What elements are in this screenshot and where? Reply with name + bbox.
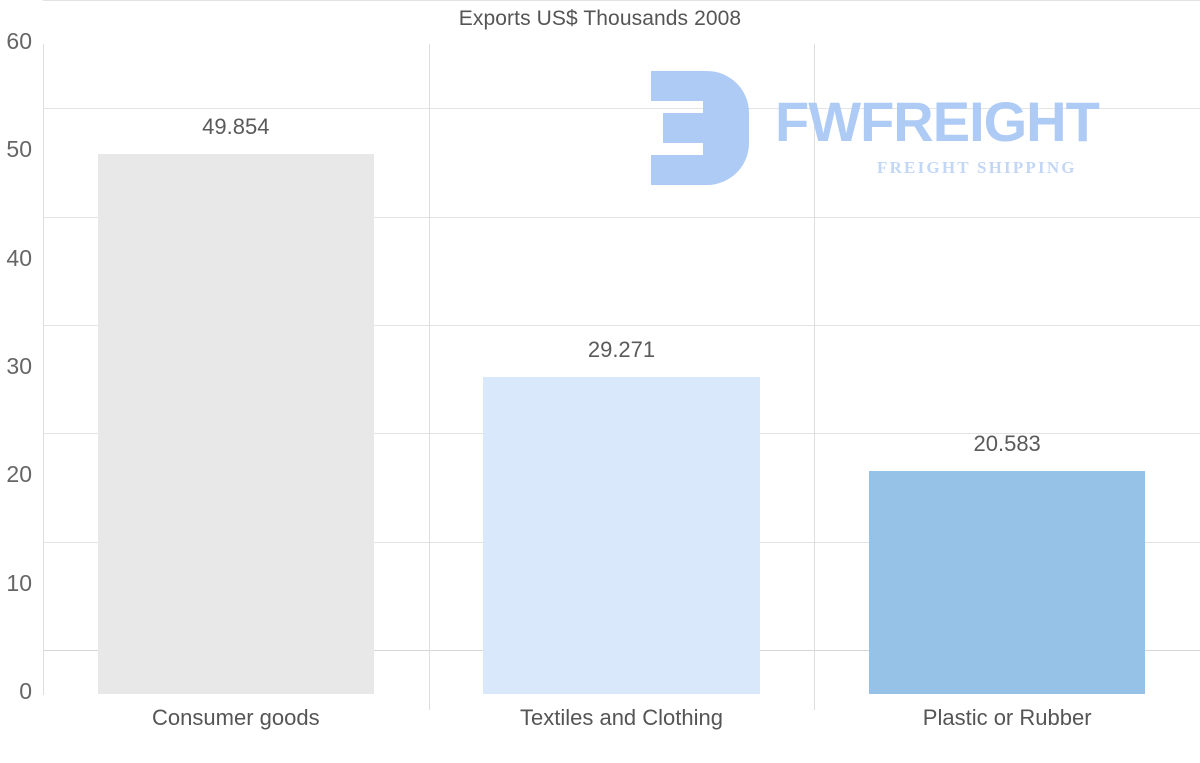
gridline — [43, 325, 1200, 326]
gridline — [43, 108, 1200, 110]
bar-value-label: 49.854 — [202, 113, 270, 139]
y-axis-tick-label: 10 — [6, 569, 32, 596]
y-axis-tick-label: 30 — [6, 353, 32, 379]
bar[interactable] — [868, 471, 1146, 694]
y-axis-line — [43, 44, 44, 695]
chart-title: Exports US$ Thousands 2008 — [458, 7, 742, 30]
bar-value-label: 29.271 — [587, 336, 656, 362]
x-axis-category-label: Textiles and Clothing — [519, 705, 723, 730]
y-axis-tick-label: 0 — [19, 678, 32, 704]
bar[interactable] — [97, 153, 375, 694]
gridline — [43, 0, 1200, 1]
y-axis-tick-label: 60 — [6, 28, 32, 54]
y-axis-tick-label: 50 — [6, 136, 32, 163]
category-separator — [429, 44, 430, 710]
y-axis-tick-label: 40 — [6, 244, 32, 271]
x-axis-category-label: Plastic or Rubber — [922, 705, 1092, 730]
x-axis-category-label: Consumer goods — [152, 705, 320, 730]
y-axis-tick-label: 20 — [6, 461, 32, 488]
plot-area — [43, 44, 1200, 694]
gridline — [43, 216, 1200, 218]
bar-value-label: 20.583 — [973, 431, 1041, 457]
bar[interactable] — [483, 376, 760, 694]
category-separator — [814, 44, 815, 710]
